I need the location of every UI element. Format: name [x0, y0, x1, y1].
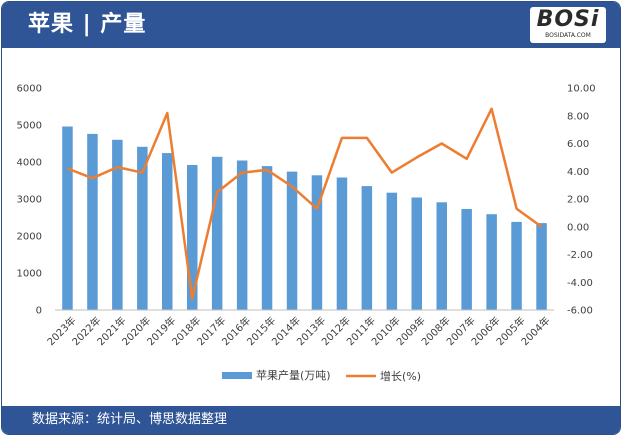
- bar-2020年: [137, 146, 148, 310]
- bar-2022年: [87, 133, 98, 310]
- axes: 0 1000 2000 3000 4000 5000 6000 -6.00 -4.00 -2.00…: [17, 84, 596, 349]
- source-banner: 数据来源：统计局、博思数据整理: [2, 406, 620, 434]
- legend: 苹果产量(万吨) 增长(%): [222, 368, 421, 383]
- bosi-logo: BOSi BOSIDATA.COM: [530, 7, 606, 43]
- bar-2013年: [311, 175, 323, 310]
- bar-2017年: [211, 156, 223, 310]
- legend-bar-swatch: [222, 372, 252, 379]
- y-left-tick-label: 2000: [17, 232, 42, 243]
- bar-2011年: [361, 186, 373, 310]
- title-banner: 苹果 | 产量 BOSi BOSIDATA.COM: [2, 2, 620, 48]
- y-left-tick-label: 0: [36, 306, 42, 317]
- y-right-tick-label: -2.00: [567, 250, 593, 261]
- y-right-tick-label: 4.00: [567, 167, 589, 178]
- y-right-tick-label: 8.00: [567, 111, 589, 122]
- legend-bar-label: 苹果产量(万吨): [256, 368, 331, 382]
- bar-2018年: [187, 165, 198, 310]
- bar-2023年: [62, 126, 73, 310]
- bar-2006年: [486, 214, 497, 310]
- bar-2016年: [236, 160, 248, 310]
- growth-line: [67, 107, 543, 301]
- bar-2008年: [436, 202, 447, 310]
- y-right-tick-label: 2.00: [567, 195, 589, 206]
- y-left-tick-label: 4000: [17, 158, 42, 169]
- apple-production-chart: 0 1000 2000 3000 4000 5000 6000 -6.00 -4.00 -2.00…: [17, 84, 596, 384]
- bar-2012年: [336, 177, 348, 310]
- bar-2004年: [536, 223, 547, 310]
- y-left-tick-label: 3000: [17, 195, 42, 206]
- y-right-tick-label: 6.00: [567, 139, 589, 150]
- page-title: 苹果 | 产量: [28, 12, 147, 37]
- bar-2010年: [386, 192, 398, 310]
- y-left-tick-label: 1000: [17, 269, 42, 280]
- bar-2014年: [286, 171, 298, 310]
- y-right-tick-label: 10.00: [567, 84, 596, 95]
- y-right-tick-label: -4.00: [567, 278, 593, 289]
- bar-2009年: [411, 197, 422, 310]
- bar-series: [62, 126, 547, 310]
- bar-2021年: [112, 139, 123, 310]
- y-left-tick-label: 6000: [17, 84, 42, 95]
- growth-line-series: [67, 107, 543, 301]
- bar-2015年: [261, 166, 273, 310]
- bar-2007年: [461, 209, 472, 310]
- y-right-tick-label: -6.00: [567, 306, 593, 317]
- logo-wordmark: BOSi: [536, 7, 600, 32]
- data-source-text: 数据来源：统计局、博思数据整理: [32, 412, 228, 427]
- bar-2019年: [162, 153, 173, 310]
- y-right-tick-label: 0.00: [567, 222, 589, 233]
- legend-line-label: 增长(%): [380, 369, 421, 383]
- y-left-tick-label: 5000: [17, 121, 42, 132]
- logo-url: BOSIDATA.COM: [545, 32, 591, 39]
- bar-2005年: [511, 221, 522, 310]
